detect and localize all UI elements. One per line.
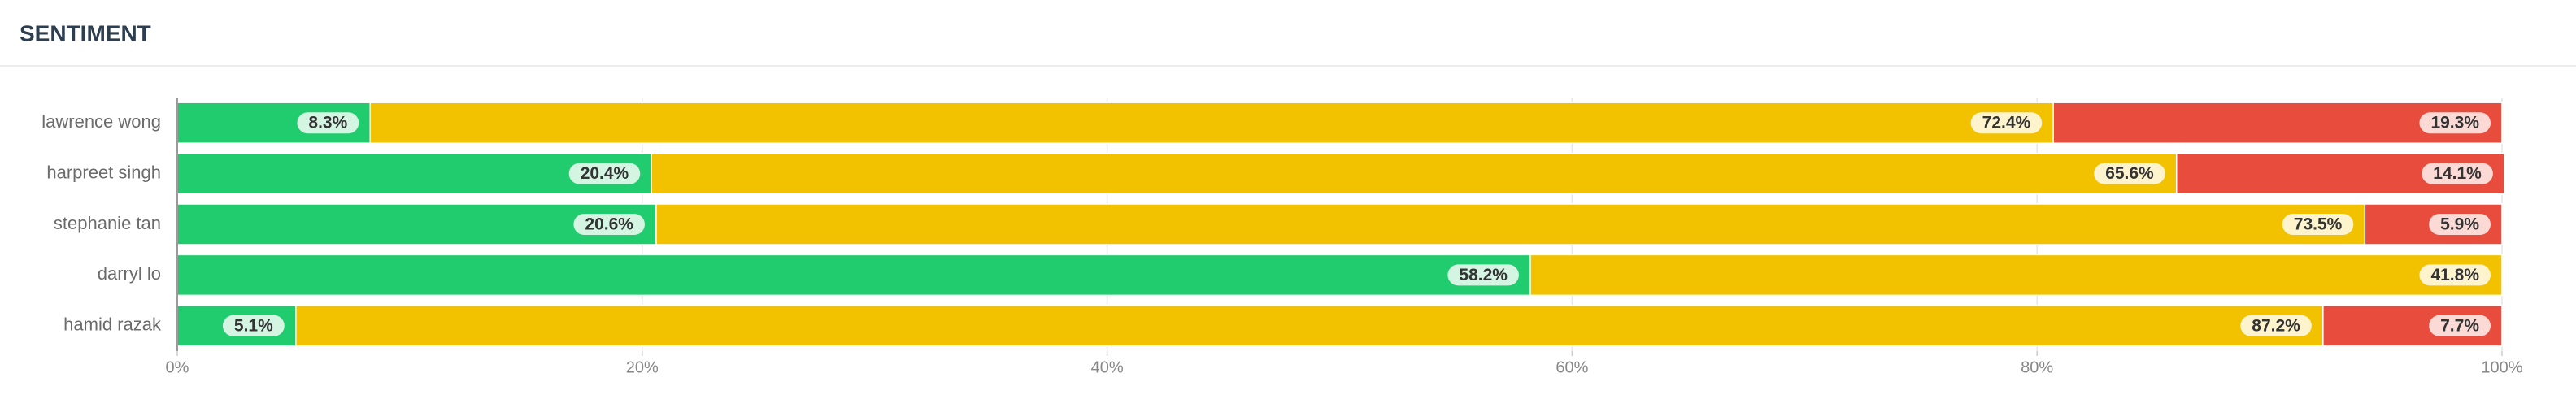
value-label-pill (2429, 214, 2491, 235)
bar-segment (1530, 254, 2503, 297)
value-label-text: 20.6% (585, 215, 633, 234)
bar-segment (651, 152, 2178, 195)
value-label-text: 58.2% (1459, 266, 1508, 284)
value-label-text: 20.4% (581, 164, 629, 183)
x-tick-label: 40% (1091, 358, 1124, 376)
value-label-pill (2422, 163, 2493, 184)
value-label-text: 87.2% (2252, 316, 2300, 335)
value-label-pill (2282, 214, 2354, 235)
bar-segment (655, 203, 2366, 245)
value-label-text: 72.4% (1982, 114, 2031, 132)
value-label-text: 14.1% (2433, 164, 2482, 183)
value-label-text: 19.3% (2430, 114, 2479, 132)
bar-segment (176, 254, 1531, 297)
category-label: darryl lo (98, 263, 161, 284)
value-label-pill (1447, 264, 1519, 286)
value-label-pill (1970, 112, 2043, 134)
value-label-pill (2240, 315, 2312, 336)
value-label: 5.1% (222, 315, 285, 336)
value-label: 7.7% (2429, 315, 2491, 336)
bar-segment (369, 102, 2054, 144)
value-label-text: 65.6% (2105, 164, 2154, 183)
value-label: 20.4% (568, 163, 641, 184)
x-tick-label: 100% (2481, 358, 2522, 376)
value-label-pill (2419, 264, 2491, 286)
value-label-pill (2094, 163, 2165, 184)
value-label-pill (568, 163, 641, 184)
x-tick-label: 0% (166, 358, 189, 376)
value-label: 41.8% (2419, 264, 2491, 286)
value-label-pill (573, 214, 645, 235)
bar-segment (295, 305, 2324, 347)
value-label-text: 5.9% (2440, 215, 2479, 234)
category-label: hamid razak (63, 315, 162, 335)
value-label-text: 41.8% (2430, 266, 2479, 284)
value-label: 8.3% (297, 112, 359, 134)
value-label-text: 7.7% (2440, 316, 2479, 335)
value-label-pill (2429, 315, 2491, 336)
x-tick-label: 20% (626, 358, 659, 376)
value-label-text: 8.3% (308, 114, 347, 132)
value-label-pill (2419, 112, 2491, 134)
value-label-pill (297, 112, 359, 134)
value-label-text: 73.5% (2294, 215, 2343, 234)
category-label: stephanie tan (54, 213, 161, 233)
value-label: 58.2% (1447, 264, 1519, 286)
value-label: 87.2% (2240, 315, 2312, 336)
x-tick-label: 80% (2021, 358, 2053, 376)
value-label: 73.5% (2282, 214, 2354, 235)
value-label-pill (222, 315, 285, 336)
bar-segment (2322, 305, 2503, 347)
category-label: harpreet singh (46, 162, 161, 182)
value-label: 65.6% (2094, 163, 2165, 184)
value-label: 20.6% (573, 214, 645, 235)
value-label: 72.4% (1970, 112, 2043, 134)
value-label: 5.9% (2429, 214, 2491, 235)
value-label: 19.3% (2419, 112, 2491, 134)
value-label: 14.1% (2422, 163, 2493, 184)
value-label-text: 5.1% (234, 316, 273, 335)
x-tick-label: 60% (1556, 358, 1588, 376)
chart-title: SENTIMENT (20, 20, 151, 46)
category-label: lawrence wong (41, 111, 161, 132)
